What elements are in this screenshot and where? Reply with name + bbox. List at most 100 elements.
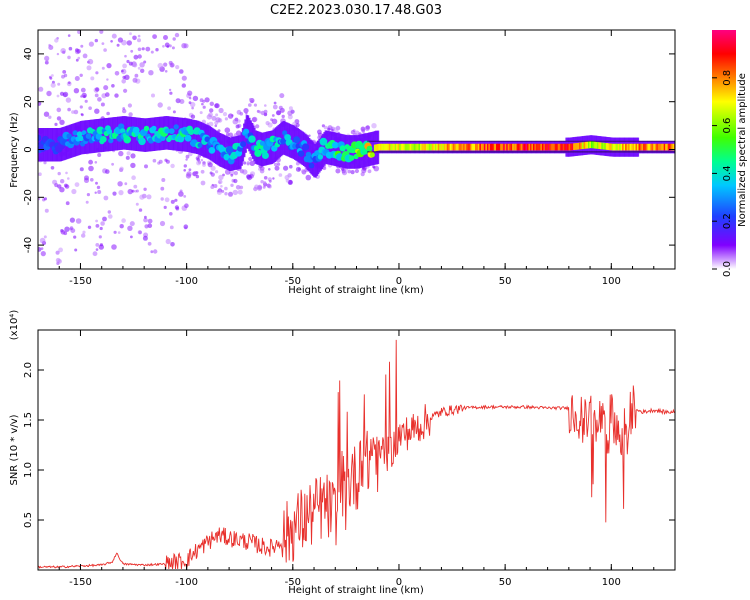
heatmap-ridge-point [556,143,559,151]
heatmap-ridge-point [443,143,446,151]
heatmap-speckle [80,95,83,98]
colorbar [712,30,736,269]
heatmap-speckle [130,153,136,159]
heatmap-speckle [132,77,138,83]
heatmap-speckle [155,48,159,52]
heatmap-ridge-point [184,134,192,142]
heatmap-ridge-point [173,124,179,130]
heatmap-speckle [171,46,175,50]
heatmap-ridge-point [361,148,369,155]
heatmap-ridge-point [651,143,655,151]
heatmap-speckle [111,33,117,39]
heatmap-halo [101,118,104,152]
heatmap-speckle [65,171,68,175]
heatmap-ridge-point [565,143,568,151]
heatmap-speckle [164,70,168,73]
heatmap-speckle [101,66,105,70]
heatmap-ridge-point [78,135,84,142]
heatmap-speckle [133,26,137,30]
heatmap-ridge-point [423,143,426,151]
heatmap-speckle [225,132,230,137]
x-tick-label: 50 [499,577,512,588]
heatmap-speckle [232,118,239,125]
heatmap-speckle [44,55,50,62]
heatmap-ridge-point [280,138,287,145]
heatmap-speckle [111,84,115,88]
heatmap-ridge-point [118,123,125,130]
heatmap-ridge-point [527,143,530,151]
heatmap-speckle [158,159,163,164]
heatmap-speckle [62,91,69,98]
heatmap-speckle [164,197,170,203]
heatmap-speckle [246,161,251,165]
heatmap-speckle [82,53,88,59]
heatmap-speckle [59,119,65,126]
heatmap-ridge-point [573,143,576,150]
heatmap-speckle [267,184,272,189]
colorbar-axis: 0.0 0.2 0.4 0.6 0.8 [712,70,733,277]
heatmap-ridge-point [424,143,427,151]
heatmap-ridge-point [546,143,549,151]
heatmap-ridge-point [399,143,402,151]
heatmap-speckle [130,49,134,53]
heatmap-speckle [189,97,192,100]
heatmap-speckle [170,163,175,169]
heatmap-ridge-point [472,143,475,151]
heatmap-speckle [116,43,120,47]
heatmap-speckle [272,177,275,180]
heatmap-ridge-point [387,143,390,151]
heatmap-ridge-point [632,143,635,151]
heatmap-speckle [200,159,204,162]
heatmap-ridge-point [384,143,387,151]
heatmap-speckle [39,237,46,244]
heatmap-ridge-point [489,143,492,151]
heatmap-speckle [217,179,223,185]
heatmap-ridge-point [391,143,394,151]
heatmap-speckle [161,178,166,182]
heatmap-speckle [103,48,107,52]
heatmap-speckle [201,102,204,106]
heatmap-speckle [183,195,187,198]
heatmap-ridge-point [293,136,301,144]
heatmap-speckle [127,225,133,231]
heatmap-speckle [63,73,68,78]
heatmap-ridge-point [544,143,547,151]
heatmap-speckle [59,187,65,193]
heatmap-ridge-point [519,143,522,151]
heatmap-speckle [130,235,133,239]
heatmap-speckle [159,220,166,227]
heatmap-speckle [260,180,264,184]
heatmap-speckle [71,110,75,114]
snr-series-line [38,339,675,570]
heatmap-ridge-point [644,143,647,151]
heatmap-ridge-point [437,143,440,151]
heatmap-speckle [162,45,165,48]
heatmap-speckle [94,108,100,114]
heatmap-speckle [70,23,75,28]
heatmap-ridge-point [461,143,464,151]
heatmap-speckle [152,34,158,39]
heatmap-ridge-point [308,162,315,169]
heatmap-ridge-point [516,143,519,151]
heatmap-ridge-point [479,143,482,151]
heatmap-speckle [114,71,120,76]
heatmap-speckle [38,197,41,201]
heatmap-speckle [224,117,228,121]
heatmap-ridge-point [476,143,479,151]
heatmap-speckle [111,162,114,166]
heatmap-ridge-point [562,143,565,151]
heatmap-ridge-point [620,143,623,151]
heatmap-speckle [174,205,179,210]
heatmap-ridge-point [592,141,595,149]
heatmap-ridge-point [634,143,637,151]
heatmap-ridge-point [488,143,491,151]
x-tick-label: 100 [602,276,621,287]
heatmap-speckle [110,40,113,43]
heatmap-speckle [92,18,96,22]
heatmap-speckle [350,170,355,175]
heatmap-halo [371,131,375,166]
heatmap-speckle [164,158,168,162]
heatmap-halo [338,133,341,167]
heatmap-ridge-point [642,143,646,151]
heatmap-speckle [199,111,203,115]
